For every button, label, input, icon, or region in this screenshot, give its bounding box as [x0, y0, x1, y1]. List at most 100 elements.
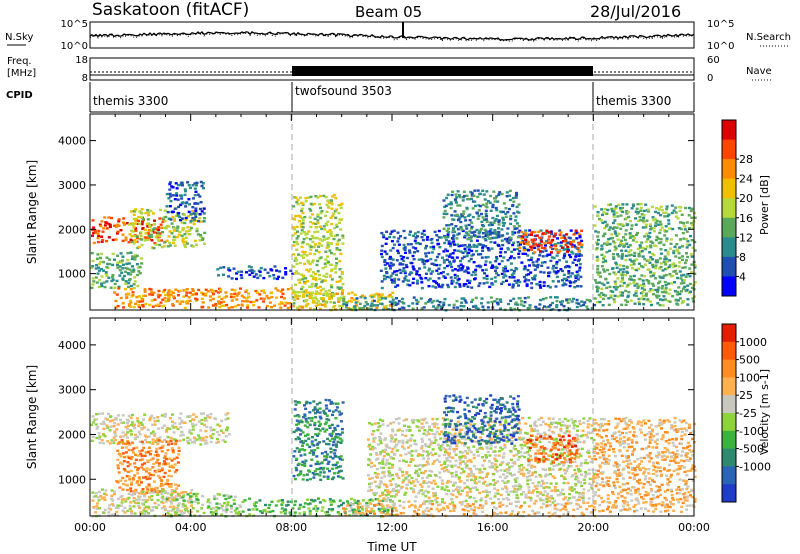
power-cell: [252, 270, 256, 273]
velocity-cell: [153, 454, 157, 457]
power-cell: [465, 206, 469, 210]
power-cell: [512, 276, 516, 279]
power-cell: [311, 240, 315, 244]
velocity-cell: [308, 423, 312, 426]
velocity-cell: [437, 454, 441, 458]
power-cell: [194, 212, 198, 215]
power-cell: [185, 291, 189, 294]
power-cell: [669, 242, 673, 245]
power-cell: [93, 229, 97, 232]
velocity-cell: [148, 418, 152, 422]
power-cell: [481, 305, 485, 308]
velocity-cell: [385, 452, 389, 456]
velocity-cell: [397, 484, 401, 487]
velocity-cell: [176, 507, 180, 511]
power-cell: [574, 279, 578, 283]
power-cell: [330, 234, 334, 237]
power-cell: [535, 234, 539, 237]
power-cell: [103, 224, 107, 227]
velocity-cell: [288, 511, 292, 514]
power-cell: [198, 239, 202, 242]
power-cell: [654, 210, 658, 214]
velocity-cell: [189, 491, 193, 495]
power-cell: [571, 252, 575, 255]
velocity-cell: [298, 448, 302, 451]
power-cell: [682, 281, 686, 285]
power-cell: [158, 243, 162, 247]
power-cell: [414, 247, 418, 250]
velocity-cell: [381, 457, 385, 461]
power-cell: [654, 224, 657, 227]
power-cell: [549, 246, 553, 249]
power-cell: [491, 236, 494, 240]
velocity-cell: [420, 471, 424, 474]
power-cell: [143, 239, 147, 242]
velocity-cell: [192, 413, 196, 416]
power-cell: [632, 274, 636, 278]
velocity-cell: [394, 433, 398, 436]
power-cell: [686, 284, 690, 287]
power-cell: [321, 279, 325, 282]
velocity-cell: [175, 495, 179, 498]
power-cell: [292, 302, 296, 305]
power-cell: [227, 306, 231, 310]
power-cell: [180, 234, 184, 237]
power-cell: [298, 220, 301, 223]
power-cell: [425, 238, 429, 241]
power-cell: [408, 249, 411, 252]
power-cell: [643, 275, 646, 278]
power-cell: [463, 194, 466, 198]
power-cell: [126, 251, 130, 255]
power-cell: [216, 268, 220, 271]
power-cell: [628, 282, 632, 285]
velocity-cell: [109, 420, 112, 423]
power-cell: [678, 246, 682, 249]
power-cell: [470, 273, 474, 277]
power-cell: [435, 269, 439, 272]
velocity-cell: [490, 438, 494, 441]
velocity-cell: [271, 509, 275, 513]
velocity-cell: [126, 422, 129, 425]
velocity-cell: [177, 453, 181, 456]
velocity-cell: [313, 406, 317, 409]
power-cell: [376, 304, 380, 307]
power-cell: [667, 265, 671, 269]
power-cell: [471, 298, 475, 301]
power-cell: [635, 240, 639, 244]
power-cell: [651, 216, 655, 219]
power-cell: [363, 296, 367, 300]
velocity-cell: [407, 474, 411, 477]
power-cell: [370, 294, 374, 297]
velocity-cell: [216, 423, 220, 426]
power-cell: [524, 238, 528, 241]
power-cell: [520, 261, 524, 264]
velocity-cell: [112, 441, 116, 445]
power-cell: [192, 212, 196, 215]
velocity-cell: [420, 489, 424, 492]
power-cell: [600, 253, 604, 257]
velocity-cell: [140, 423, 144, 426]
velocity-cell: [369, 489, 373, 492]
power-cell: [673, 245, 677, 249]
power-cell: [195, 227, 199, 231]
power-cell: [97, 266, 100, 269]
power-cell: [302, 293, 305, 296]
velocity-cell: [490, 464, 494, 468]
power-cell: [408, 284, 412, 287]
velocity-cell: [488, 441, 492, 445]
velocity-cell: [195, 492, 199, 496]
velocity-cell: [161, 444, 165, 448]
power-cell: [598, 217, 601, 221]
velocity-cell: [156, 437, 160, 440]
power-cell: [562, 282, 566, 285]
power-cell: [133, 234, 136, 238]
velocity-cell: [446, 459, 449, 462]
power-cell: [594, 230, 598, 233]
power-cell: [575, 263, 578, 267]
power-cell: [682, 279, 686, 282]
power-cell: [487, 223, 491, 227]
velocity-cell: [314, 427, 318, 430]
power-cell: [121, 302, 125, 305]
velocity-cell: [408, 429, 412, 432]
power-cell: [635, 282, 639, 286]
